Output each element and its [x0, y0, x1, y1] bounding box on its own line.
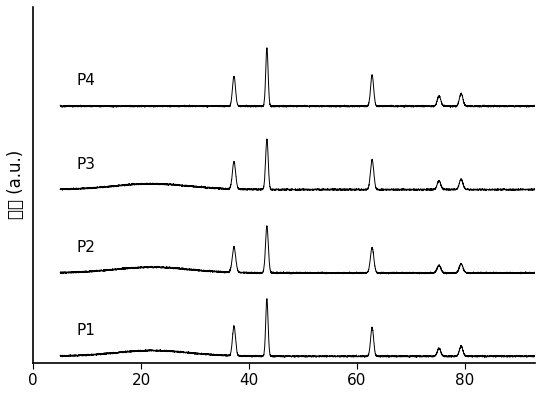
Text: P2: P2 [76, 240, 95, 255]
Text: P4: P4 [76, 73, 95, 88]
Text: P1: P1 [76, 324, 95, 339]
Text: P3: P3 [76, 157, 95, 172]
Y-axis label: 强度 (a.u.): 强度 (a.u.) [7, 150, 25, 219]
